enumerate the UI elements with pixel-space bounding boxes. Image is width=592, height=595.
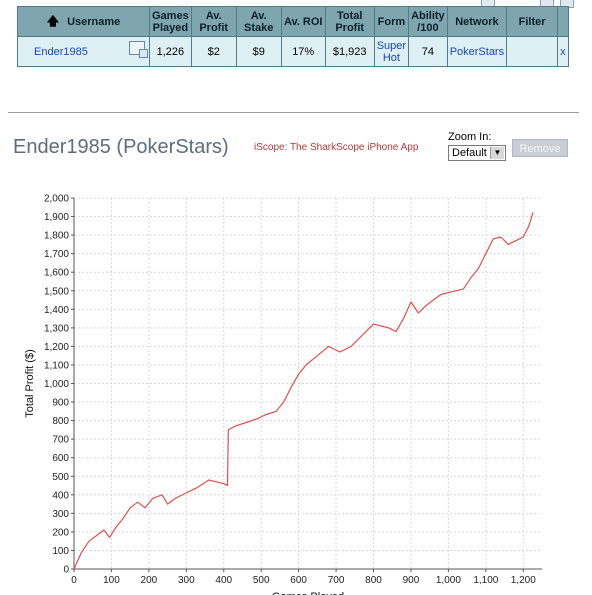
cell-username: Ender1985: [17, 36, 150, 67]
y-tick-label: 600: [52, 453, 69, 464]
y-tick-label: 800: [52, 416, 69, 427]
form-link[interactable]: Super Hot: [376, 39, 407, 64]
zoom-select[interactable]: Default ▼: [448, 145, 506, 161]
cell-av-profit: $2: [190, 36, 237, 67]
x-tick-label: 1,200: [511, 575, 536, 586]
y-tick-label: 1,000: [44, 379, 69, 390]
col-av-profit[interactable]: Av. Profit: [190, 6, 237, 37]
y-tick-label: 200: [52, 527, 69, 538]
zoom-label: Zoom In:: [448, 131, 492, 143]
player-details-icon[interactable]: [129, 41, 148, 58]
x-tick-label: 900: [403, 575, 420, 586]
table-header-row: 🡅 Username Games Played Av. Profit Av. St…: [17, 6, 569, 37]
series-line: [73, 212, 534, 570]
y-tick-label: 900: [52, 398, 69, 409]
x-tick-label: 1,000: [436, 575, 461, 586]
profit-chart: 0 100 200 300 400 500 600 700 800 900 1,000 1,100 1,…: [24, 194, 542, 595]
y-tick-label: 2,000: [44, 194, 69, 205]
x-tick-label: 700: [328, 575, 345, 586]
x-tick-label: 800: [365, 575, 382, 586]
cell-form: Super Hot: [373, 36, 410, 67]
y-axis-label: Total Profit ($): [24, 349, 36, 417]
zoom-select-value: Default: [452, 147, 487, 159]
cell-av-roi: 17%: [280, 36, 326, 67]
x-tick-label: 400: [215, 575, 232, 586]
cell-filter: [506, 36, 559, 67]
y-tick-label: 1,200: [44, 342, 69, 353]
col-av-stake[interactable]: Av. Stake: [235, 6, 282, 37]
col-remove: [557, 6, 569, 37]
y-tick-label: 100: [52, 546, 69, 557]
x-tick-label: 500: [253, 575, 270, 586]
col-filter[interactable]: Filter: [506, 6, 559, 37]
x-tick-label: 600: [290, 575, 307, 586]
x-tick-label: 1,100: [473, 575, 498, 586]
col-username[interactable]: 🡅 Username: [17, 6, 150, 37]
username-link[interactable]: Ender1985: [34, 45, 88, 58]
y-tick-label: 0: [63, 565, 69, 576]
y-tick-label: 1,500: [44, 286, 69, 297]
y-tick-label: 1,900: [44, 212, 69, 223]
remove-row-link[interactable]: x: [560, 45, 566, 58]
table-row: Ender1985 1,226 $2 $9 17% $1,923 Super H…: [17, 36, 569, 67]
cell-av-stake: $9: [235, 36, 282, 67]
y-tick-label: 1,400: [44, 305, 69, 316]
col-form[interactable]: Form: [373, 6, 410, 37]
y-tick-label: 500: [52, 472, 69, 483]
remove-button[interactable]: Remove: [512, 139, 568, 157]
player-stats-table: 🡅 Username Games Played Av. Profit Av. St…: [17, 6, 569, 67]
sort-up-arrow-icon[interactable]: 🡅: [46, 14, 60, 28]
cell-network: PokerStars: [446, 36, 508, 67]
cell-remove: x: [557, 36, 569, 67]
x-tick-label: 200: [141, 575, 158, 586]
col-games-played[interactable]: Games Played: [149, 6, 192, 37]
section-divider: [8, 112, 579, 113]
y-tick-label: 400: [52, 490, 69, 501]
cell-total-profit: $1,923: [324, 36, 375, 67]
col-total-profit[interactable]: Total Profit: [324, 6, 375, 37]
x-tick-label: 300: [178, 575, 195, 586]
y-tick-label: 1,100: [44, 360, 69, 371]
x-tick-label: 0: [71, 575, 77, 586]
col-network[interactable]: Network: [446, 6, 508, 37]
col-av-roi[interactable]: Av. ROI: [280, 6, 326, 37]
col-ability[interactable]: Ability /100: [408, 6, 448, 37]
y-tick-label: 1,700: [44, 249, 69, 260]
network-link[interactable]: PokerStars: [449, 45, 505, 58]
chevron-down-icon[interactable]: ▼: [490, 147, 504, 159]
x-axis-label: Games Played: [272, 591, 344, 595]
player-title: Ender1985 (PokerStars): [13, 136, 229, 158]
cell-games-played: 1,226: [149, 36, 192, 67]
cell-ability: 74: [408, 36, 448, 67]
y-tick-label: 1,600: [44, 268, 69, 279]
x-tick-label: 100: [103, 575, 120, 586]
y-tick-label: 1,300: [44, 323, 69, 334]
y-tick-label: 700: [52, 435, 69, 446]
y-tick-label: 1,800: [44, 231, 69, 242]
y-tick-label: 300: [52, 509, 69, 520]
iscope-link[interactable]: iScope: The SharkScope iPhone App: [254, 142, 419, 153]
